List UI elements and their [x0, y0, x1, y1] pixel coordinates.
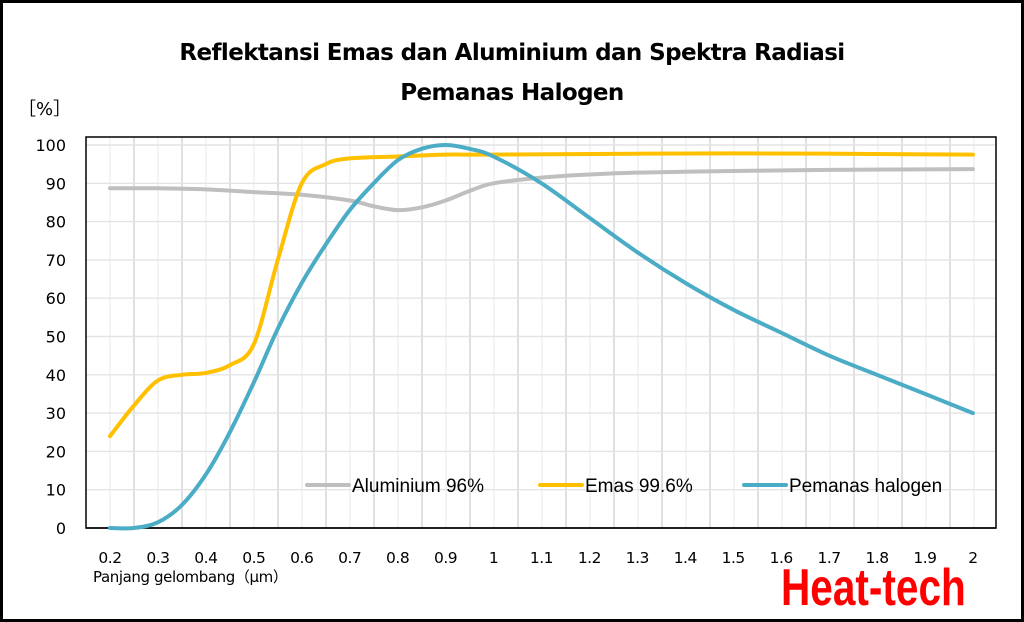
x-tick-label: 0.8	[386, 549, 409, 567]
y-tick-label: 90	[46, 174, 66, 193]
x-tick-label: 0.3	[146, 549, 169, 567]
gridlines	[86, 137, 996, 529]
x-tick-label: 1.6	[770, 549, 793, 567]
x-tick-label: 2	[968, 549, 977, 567]
x-tick-label: 1.1	[530, 549, 553, 567]
x-tick-label: 0.2	[98, 549, 121, 567]
y-axis-tick-labels: 0 10 20 30 40 50 60 70 80 90 100	[35, 136, 66, 538]
y-tick-label: 70	[46, 251, 66, 270]
y-tick-label: 30	[46, 404, 66, 423]
x-tick-label: 0.9	[434, 549, 457, 567]
legend: Aluminium 96% Emas 99.6% Pemanas halogen	[305, 476, 942, 497]
legend-item-gold: Emas 99.6%	[538, 476, 693, 497]
y-tick-label: 40	[46, 366, 66, 385]
y-tick-label: 60	[46, 289, 66, 308]
x-tick-label: 1.9	[913, 549, 936, 567]
x-tick-label: 1.4	[674, 549, 697, 567]
x-tick-label: 1.8	[865, 549, 888, 567]
x-tick-label: 1.7	[818, 549, 841, 567]
y-tick-label: 80	[46, 213, 66, 232]
x-tick-label: 0.6	[290, 549, 313, 567]
chart-title-line-1: Reflektansi Emas dan Aluminium dan Spekt…	[179, 40, 845, 66]
x-tick-label: 1	[489, 549, 498, 567]
heat-tech-watermark-logo: Heat-tech	[781, 559, 966, 617]
x-tick-label: 0.5	[242, 549, 265, 567]
x-tick-label: 1.3	[626, 549, 649, 567]
aluminium-series-line	[108, 167, 975, 213]
x-tick-label: 0.4	[194, 549, 217, 567]
x-tick-label: 1.2	[578, 549, 601, 567]
y-tick-label: 20	[46, 442, 66, 461]
data-series	[108, 143, 975, 531]
y-tick-label: 0	[56, 519, 66, 538]
y-axis-unit-label: ［%］	[18, 99, 72, 120]
legend-item-halogen: Pemanas halogen	[742, 476, 942, 497]
halogen-heater-series-line	[108, 143, 975, 531]
legend-label: Emas 99.6%	[585, 476, 693, 497]
x-axis-tick-labels: 0.2 0.3 0.4 0.5 0.6 0.7 0.8 0.9 1 1.1 1.2 1.3 1.4 1.5…	[98, 549, 978, 567]
legend-label: Pemanas halogen	[789, 476, 942, 497]
legend-item-aluminium: Aluminium 96%	[305, 476, 484, 497]
y-tick-label: 10	[46, 481, 66, 500]
x-tick-label: 1.5	[722, 549, 745, 567]
y-tick-label: 50	[46, 328, 66, 347]
legend-label: Aluminium 96%	[352, 476, 484, 497]
x-tick-label: 0.7	[338, 549, 361, 567]
gold-series-line	[108, 151, 975, 439]
y-tick-label: 100	[35, 136, 66, 155]
x-axis-label: Panjang gelombang（μm）	[93, 568, 288, 586]
plot-area-border	[85, 136, 997, 529]
chart-title-line-2: Pemanas Halogen	[400, 80, 624, 106]
